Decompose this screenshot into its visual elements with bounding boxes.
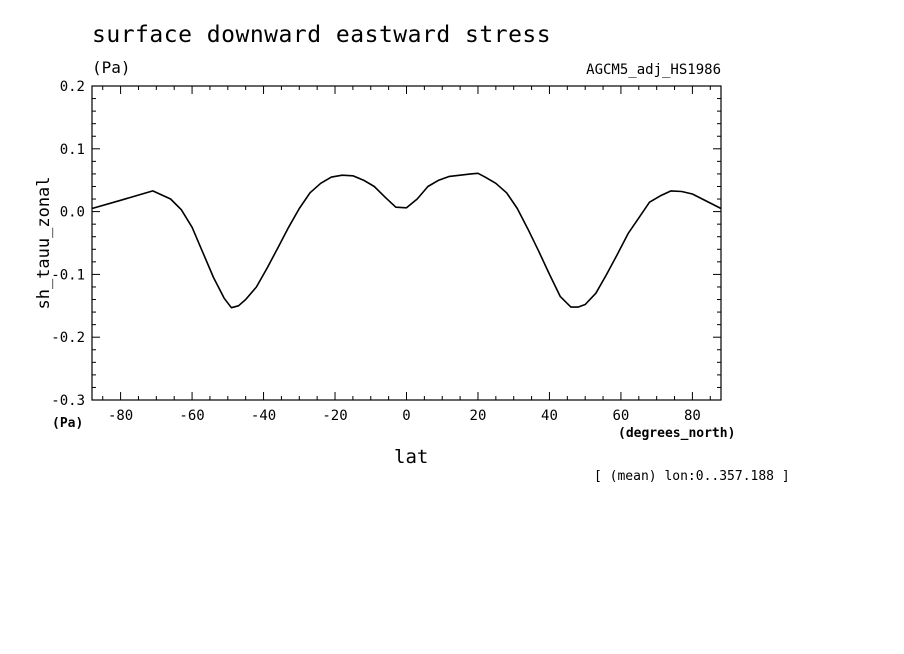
x-tick-label: -20 (322, 408, 347, 424)
x-tick-label: 60 (613, 408, 630, 424)
minor-ticks (92, 86, 721, 400)
plot-frame (91, 85, 722, 401)
y-unit-top: (Pa) (92, 58, 131, 77)
chart-title: surface downward eastward stress (92, 22, 552, 48)
y-tick-label: -0.2 (51, 330, 85, 346)
y-tick-label: -0.1 (51, 267, 85, 283)
x-axis-label: lat (394, 446, 429, 468)
x-tick-label: 20 (470, 408, 487, 424)
y-tick-label: 0.0 (60, 205, 85, 221)
x-tick-label: 80 (684, 408, 701, 424)
y-tick-label: 0.1 (60, 142, 85, 158)
y-tick-label: -0.3 (51, 393, 85, 409)
tick-labels: -80 -60 -40 -20 0 20 40 60 80 -0.3 -0.2 -0.1 0.0 0.1 0… (51, 79, 701, 424)
x-unit-label: (degrees_north) (618, 426, 736, 441)
y-unit-bottom: (Pa) (52, 416, 84, 431)
x-tick-label: -60 (179, 408, 204, 424)
averaging-note: [ (mean) lon:0..357.188 ] (594, 469, 790, 484)
major-ticks (92, 85, 721, 401)
y-tick-label: 0.2 (60, 79, 85, 95)
x-tick-label: 40 (541, 408, 558, 424)
dataset-label: AGCM5_adj_HS1986 (586, 62, 721, 78)
x-tick-label: -80 (108, 408, 133, 424)
x-tick-label: 0 (402, 408, 410, 424)
x-tick-label: -40 (251, 408, 276, 424)
series-line (91, 172, 722, 309)
